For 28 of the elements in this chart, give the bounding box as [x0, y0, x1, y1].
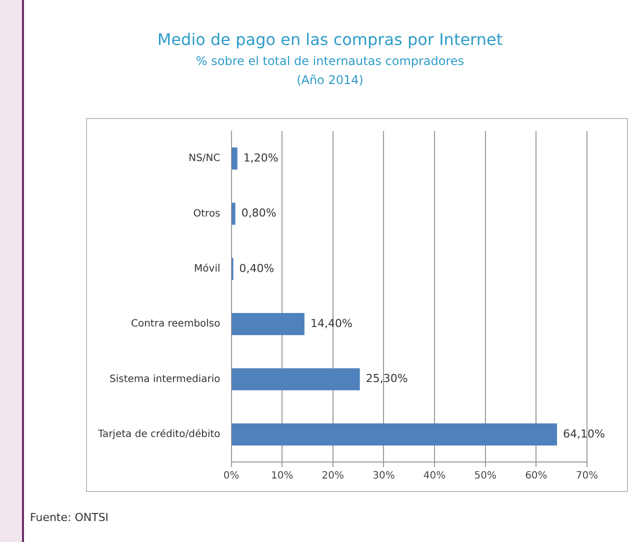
x-tick-label: 30%	[372, 470, 395, 482]
data-label: 14,40%	[310, 316, 352, 330]
y-tick-label: Otros	[193, 208, 220, 220]
data-label: 0,80%	[241, 206, 276, 220]
bar	[232, 313, 304, 336]
x-tick-label: 40%	[423, 470, 446, 482]
x-tick-label: 60%	[525, 470, 548, 482]
y-tick-label: Sistema intermediario	[110, 374, 220, 385]
x-tick-label: 10%	[270, 470, 294, 482]
chart-title: Medio de pago en las compras por Internet	[156, 30, 504, 49]
x-tick-label: 50%	[474, 470, 496, 482]
y-tick-label: Tarjeta de crédito/débito	[96, 429, 220, 440]
chart-subtitle: % sobre el total de internautas compradores (Año 2014)	[194, 53, 466, 89]
bar	[232, 423, 558, 446]
x-tick-label: 0%	[223, 470, 240, 482]
data-label: 1,20%	[243, 151, 278, 164]
bar	[232, 368, 360, 390]
data-label: 25,30%	[366, 372, 408, 386]
source-note: Fuente: ONTSI	[30, 511, 109, 524]
y-tick-label: NS/NC	[188, 153, 220, 164]
y-tick-label: Contra reembolso	[130, 318, 220, 330]
x-tick-label: 20%	[322, 470, 344, 482]
bar	[232, 202, 236, 225]
data-label: 64,10%	[563, 427, 605, 440]
x-tick-label: 70%	[576, 470, 598, 482]
data-label: 0,40%	[239, 262, 274, 275]
y-tick-label: Móvil	[194, 264, 220, 275]
bar	[232, 148, 238, 170]
